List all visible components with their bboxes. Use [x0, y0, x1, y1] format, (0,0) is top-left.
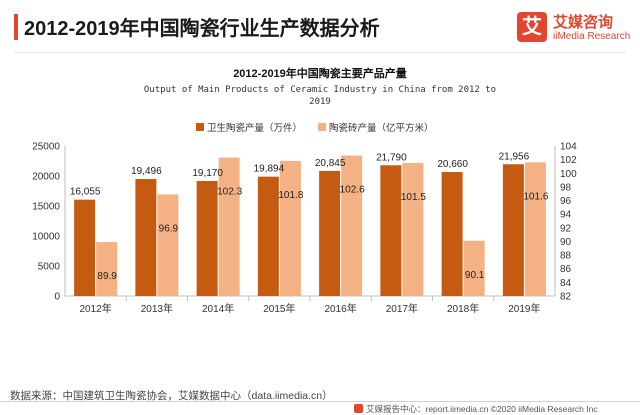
y-right-tick-label: 100	[560, 169, 577, 180]
bar-ceramic-tiles	[218, 157, 240, 296]
logo-cn-text: 艾媒咨询	[553, 14, 614, 31]
data-label-sanitary: 16,055	[70, 187, 101, 198]
bar-sanitary-ceramics	[380, 165, 402, 296]
data-label-sanitary: 20,845	[315, 158, 346, 169]
y-right-tick-label: 94	[560, 210, 572, 221]
footer-copyright: 艾媒报告中心：report.iimedia.cn ©2020 iiMedia R…	[366, 404, 598, 414]
data-label-sanitary: 21,790	[376, 152, 407, 163]
y-right-tick-label: 90	[560, 237, 572, 248]
chart-title: 2012-2019年中国陶瓷主要产品产量	[233, 66, 407, 80]
legend-swatch-1	[196, 123, 204, 131]
data-label-sanitary: 19,170	[192, 168, 223, 179]
iimedia-logo[interactable]: 艾 艾媒咨询 iiMedia Research	[517, 12, 632, 46]
y-right-tick-label: 98	[560, 182, 572, 193]
x-tick-label: 2015年	[263, 302, 295, 315]
bar-sanitary-ceramics	[319, 170, 341, 296]
y-left-tick-label: 20000	[32, 172, 60, 183]
bar-sanitary-ceramics	[74, 199, 96, 296]
data-source-note: 数据来源：中国建筑卫生陶瓷协会，艾媒数据中心（data.iimedia.cn）	[10, 390, 333, 402]
ceramic-output-chart: 2012-2019年中国陶瓷主要产品产量 Output of Main Produ…	[32, 66, 577, 315]
bar-ceramic-tiles	[402, 163, 424, 296]
x-tick-label: 2017年	[386, 302, 418, 315]
bar-ceramic-tiles	[341, 155, 363, 296]
data-label-tiles: 102.3	[217, 187, 242, 198]
x-tick-label: 2012年	[80, 302, 112, 315]
bar-sanitary-ceramics	[257, 176, 279, 296]
page-title: 2012-2019年中国陶瓷行业生产数据分析	[24, 18, 380, 40]
data-label-tiles: 101.6	[523, 191, 548, 202]
data-label-tiles: 90.1	[465, 270, 485, 281]
x-tick-label: 2013年	[141, 302, 173, 315]
x-tick-label: 2019年	[508, 302, 540, 315]
data-label-tiles: 96.9	[159, 223, 179, 234]
data-label-tiles: 89.9	[97, 271, 117, 282]
y-left-tick-label: 25000	[32, 142, 60, 153]
x-tick-label: 2014年	[202, 302, 234, 315]
logo-en-text: iiMedia Research	[553, 31, 631, 42]
title-divider	[14, 52, 626, 53]
bar-ceramic-tiles	[96, 242, 118, 296]
x-tick-label: 2018年	[447, 302, 479, 315]
title-accent-bar	[14, 14, 18, 40]
y-left-tick-label: 5000	[38, 262, 61, 273]
y-left-tick-label: 10000	[32, 232, 60, 243]
legend-label-2: 陶瓷砖产量（亿平方米）	[329, 122, 434, 134]
footer-logo-icon	[354, 404, 363, 413]
data-label-sanitary: 19,894	[254, 164, 285, 175]
chart-subtitle-line2: 2019	[309, 97, 331, 107]
legend-label-1: 卫生陶瓷产量（万件）	[207, 122, 302, 134]
bar-sanitary-ceramics	[441, 172, 463, 296]
bar-ceramic-tiles	[279, 161, 301, 296]
y-right-tick-label: 96	[560, 196, 572, 207]
chart-subtitle-line1: Output of Main Products of Ceramic Indus…	[144, 85, 496, 95]
y-right-tick-label: 104	[560, 142, 577, 153]
data-label-sanitary: 20,660	[437, 159, 468, 170]
data-label-tiles: 101.8	[278, 190, 303, 201]
footer-divider	[0, 401, 640, 402]
bar-ceramic-tiles	[463, 240, 485, 296]
y-left-tick-label: 0	[54, 292, 60, 303]
y-right-tick-label: 82	[560, 292, 572, 303]
bar-sanitary-ceramics	[502, 164, 524, 296]
data-label-sanitary: 21,956	[499, 151, 530, 162]
y-left-tick-label: 15000	[32, 202, 60, 213]
bar-sanitary-ceramics	[196, 180, 218, 296]
bar-sanitary-ceramics	[135, 179, 157, 296]
logo-mark-icon: 艾	[517, 12, 547, 42]
header-bar: 2012-2019年中国陶瓷行业生产数据分析 艾 艾媒咨询 iiMedia Re…	[0, 0, 640, 50]
bar-ceramic-tiles	[524, 162, 546, 296]
y-right-tick-label: 92	[560, 223, 572, 234]
legend-swatch-2	[318, 123, 326, 131]
y-right-tick-label: 102	[560, 155, 577, 166]
y-right-tick-label: 88	[560, 251, 572, 262]
x-tick-label: 2016年	[325, 302, 357, 315]
y-right-tick-label: 86	[560, 264, 572, 275]
data-label-sanitary: 19,496	[131, 166, 162, 177]
bar-ceramic-tiles	[157, 194, 179, 296]
data-label-tiles: 102.6	[340, 185, 365, 196]
y-right-tick-label: 84	[560, 278, 572, 289]
data-label-tiles: 101.5	[401, 192, 426, 203]
